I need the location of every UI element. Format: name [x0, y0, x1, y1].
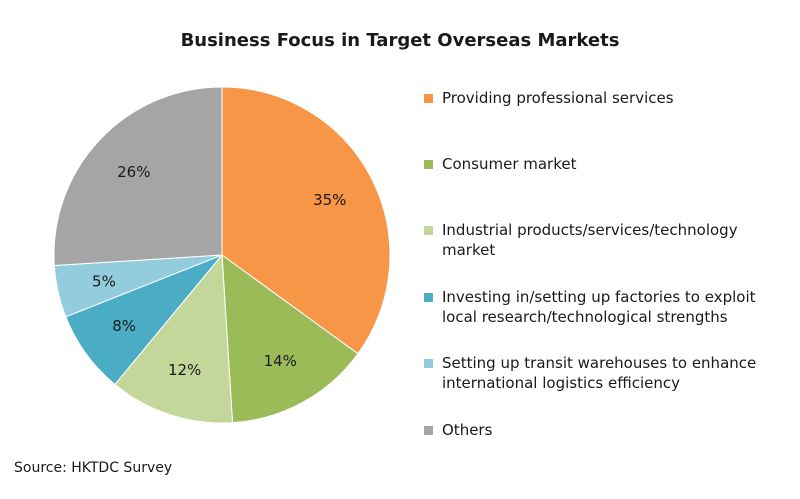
legend-label: Industrial products/services/technology … — [442, 221, 738, 259]
legend-item-industrial-products: Industrial products/services/technology … — [424, 220, 794, 260]
legend-item-others: Others — [424, 420, 794, 440]
slice-value-label: 26% — [117, 163, 150, 181]
legend-swatch — [424, 160, 433, 169]
legend-swatch — [424, 426, 433, 435]
slice-value-label: 12% — [168, 361, 201, 379]
source-note: Source: HKTDC Survey — [14, 460, 173, 476]
legend-label: Others — [442, 421, 493, 439]
legend-swatch — [424, 293, 433, 302]
legend-label: Setting up transit warehouses to enhance… — [442, 354, 757, 392]
legend-swatch — [424, 226, 433, 235]
slice-value-label: 8% — [112, 317, 136, 335]
legend-item-professional-services: Providing professional services — [424, 88, 794, 108]
legend-label: Providing professional services — [442, 89, 674, 107]
slice-value-label: 5% — [92, 272, 116, 290]
slice-value-label: 35% — [313, 191, 346, 209]
slice-value-label: 14% — [264, 352, 297, 370]
legend-label: Consumer market — [442, 155, 577, 173]
pie-slice — [221, 253, 359, 424]
chart-title: Business Focus in Target Overseas Market… — [180, 30, 620, 51]
legend-item-consumer-market: Consumer market — [424, 154, 794, 174]
pie-slice — [221, 86, 391, 355]
pie-slice — [114, 253, 234, 424]
legend-item-investing-factories: Investing in/setting up factories to exp… — [424, 287, 794, 327]
pie-slice — [53, 86, 223, 267]
legend-item-transit-warehouses: Setting up transit warehouses to enhance… — [424, 353, 794, 393]
legend-swatch — [424, 94, 433, 103]
legend-swatch — [424, 359, 433, 368]
legend-label: Investing in/setting up factories to exp… — [442, 288, 756, 326]
